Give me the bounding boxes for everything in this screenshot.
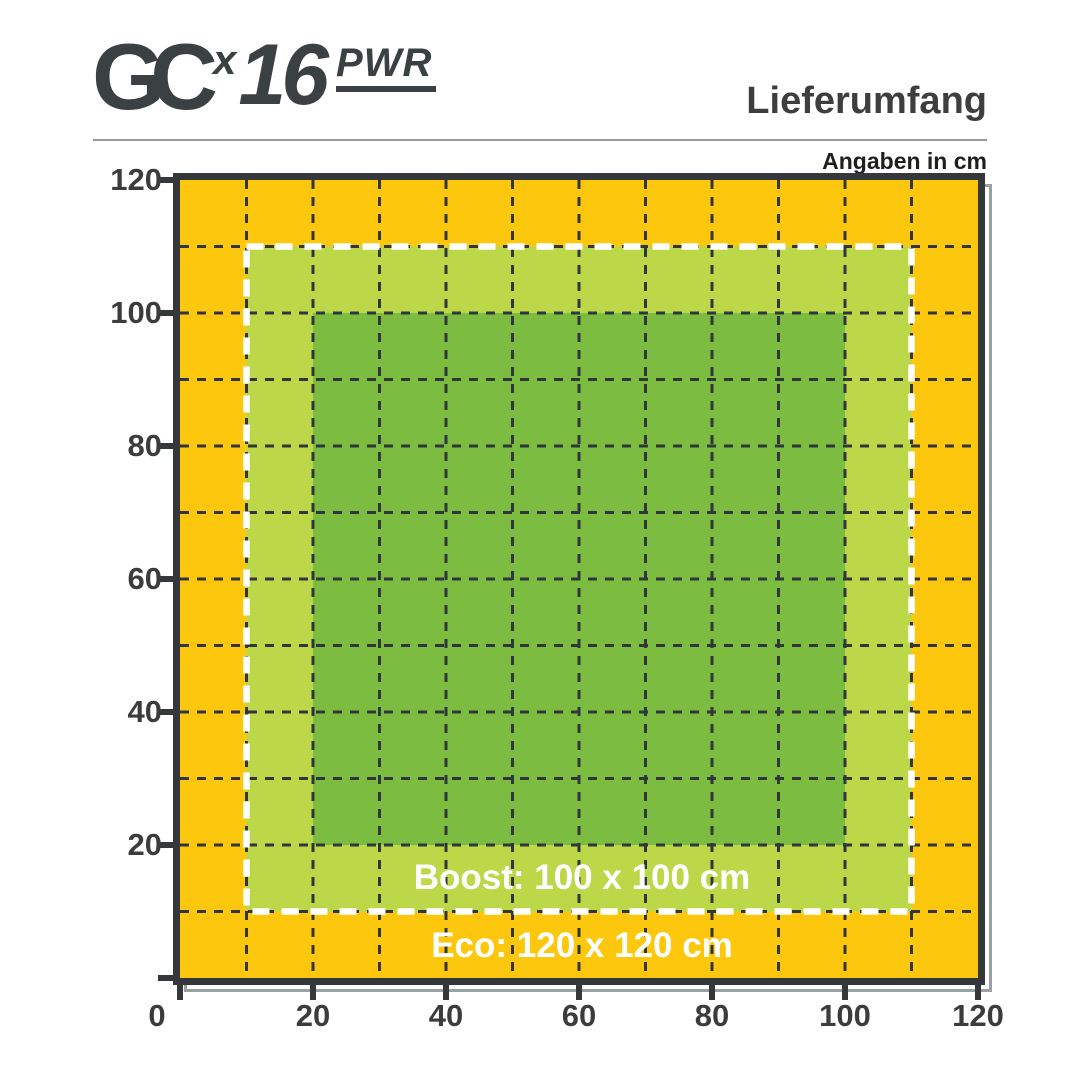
x-tick-label-20: 20 — [295, 998, 331, 1033]
y-tick-label-100: 100 — [110, 295, 162, 330]
x-tick-label-80: 80 — [694, 998, 730, 1033]
y-tick-label-40: 40 — [127, 694, 162, 729]
y-tick-label-120: 120 — [110, 162, 162, 197]
y-tick-label-80: 80 — [127, 428, 162, 463]
x-tick-label-0: 0 — [148, 998, 166, 1033]
x-tick-label-60: 60 — [561, 998, 597, 1033]
y-tick-label-60: 60 — [127, 561, 162, 596]
x-tick-label-120: 120 — [952, 998, 1004, 1033]
x-tick-label-40: 40 — [428, 998, 464, 1033]
logo-x-superscript: x — [213, 36, 237, 83]
y-tick-label-20: 20 — [127, 827, 162, 862]
units-note: Angaben in cm — [822, 148, 987, 174]
logo-model-number: 16 — [238, 27, 329, 123]
delivery-zone-chart — [158, 173, 992, 1000]
logo-gc-text: GC — [92, 24, 218, 129]
brand-logo: GC x 16 PWR — [92, 24, 437, 129]
boost-dashed-border — [243, 243, 915, 915]
logo-variant-badge: PWR — [336, 43, 437, 92]
header-divider — [93, 139, 987, 141]
x-tick-label-100: 100 — [819, 998, 871, 1033]
page-title: Lieferumfang — [746, 80, 987, 122]
